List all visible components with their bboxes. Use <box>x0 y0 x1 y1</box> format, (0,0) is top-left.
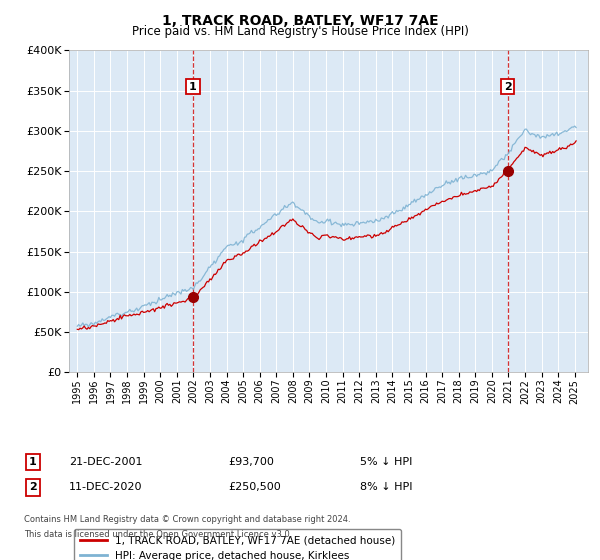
Text: 2: 2 <box>29 482 37 492</box>
Text: 1: 1 <box>189 82 197 92</box>
Text: 5% ↓ HPI: 5% ↓ HPI <box>360 457 412 467</box>
Text: This data is licensed under the Open Government Licence v3.0.: This data is licensed under the Open Gov… <box>24 530 292 539</box>
Text: 1, TRACK ROAD, BATLEY, WF17 7AE: 1, TRACK ROAD, BATLEY, WF17 7AE <box>161 14 439 28</box>
Text: £250,500: £250,500 <box>228 482 281 492</box>
Text: 1: 1 <box>29 457 37 467</box>
Text: 21-DEC-2001: 21-DEC-2001 <box>69 457 143 467</box>
Text: Contains HM Land Registry data © Crown copyright and database right 2024.: Contains HM Land Registry data © Crown c… <box>24 515 350 524</box>
Legend: 1, TRACK ROAD, BATLEY, WF17 7AE (detached house), HPI: Average price, detached h: 1, TRACK ROAD, BATLEY, WF17 7AE (detache… <box>74 529 401 560</box>
Text: £93,700: £93,700 <box>228 457 274 467</box>
Text: 8% ↓ HPI: 8% ↓ HPI <box>360 482 413 492</box>
Text: 2: 2 <box>504 82 511 92</box>
Text: Price paid vs. HM Land Registry's House Price Index (HPI): Price paid vs. HM Land Registry's House … <box>131 25 469 38</box>
Text: 11-DEC-2020: 11-DEC-2020 <box>69 482 143 492</box>
